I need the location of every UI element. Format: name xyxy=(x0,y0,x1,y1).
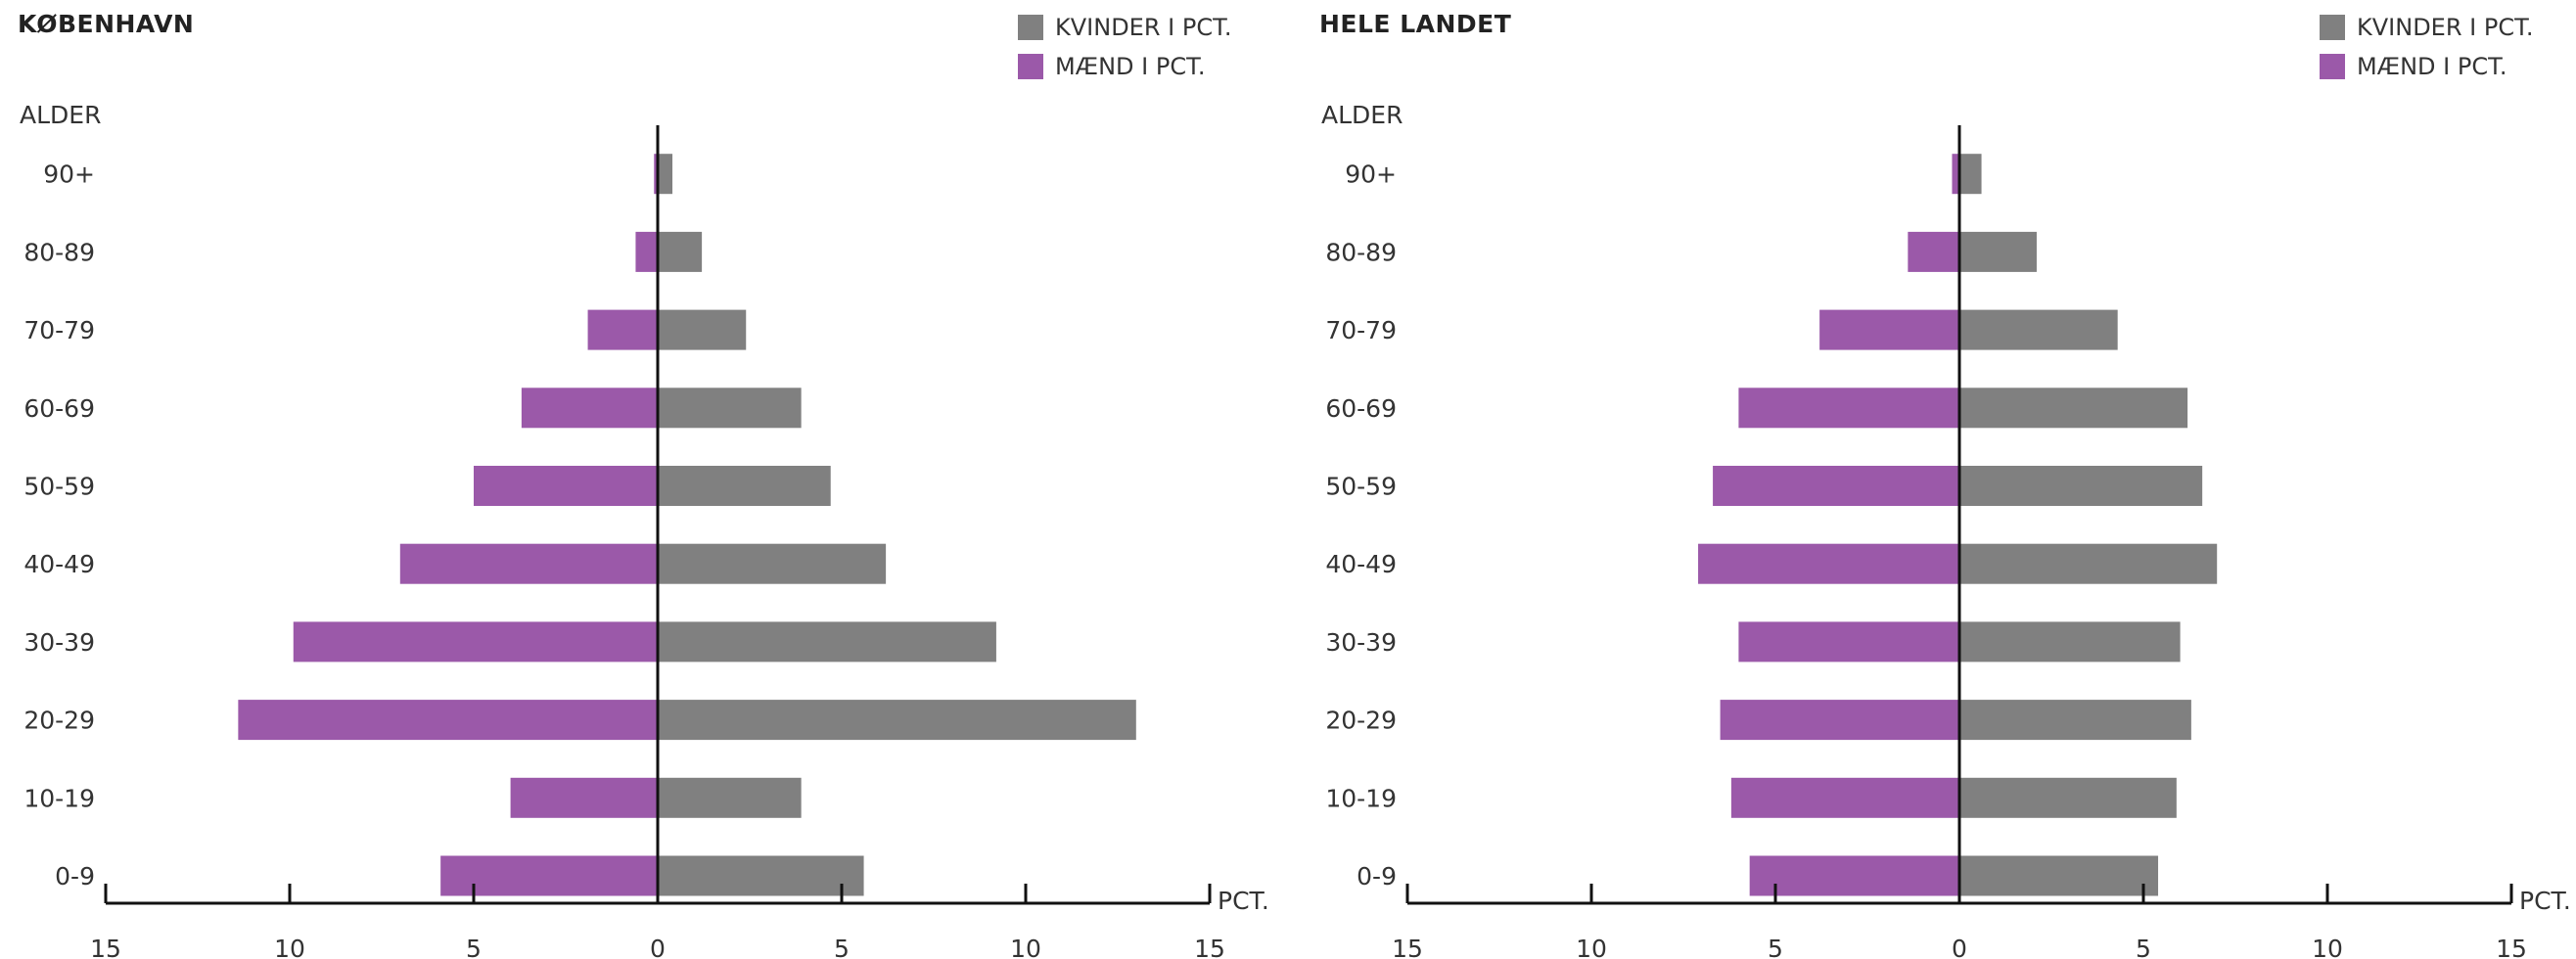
x-tick-label: 5 xyxy=(1768,935,1783,959)
x-tick-label: 15 xyxy=(1194,935,1225,959)
bar-women-90+ xyxy=(658,154,673,195)
x-tick-label: 5 xyxy=(2136,935,2151,959)
x-tick-label: 5 xyxy=(834,935,850,959)
bar-men-70-79 xyxy=(1819,309,1959,350)
legend-swatch-women xyxy=(1018,15,1043,40)
bar-women-30-39 xyxy=(658,621,996,662)
y-tick-label: 70-79 xyxy=(23,316,95,344)
bar-women-0-9 xyxy=(658,855,864,896)
x-tick-label: 0 xyxy=(650,935,666,959)
y-tick-label: 80-89 xyxy=(1325,238,1397,266)
y-tick-label: 60-69 xyxy=(1325,394,1397,423)
x-tick-label: 10 xyxy=(2312,935,2343,959)
x-axis-label: PCT. xyxy=(2519,887,2571,915)
bar-women-70-79 xyxy=(1959,309,2118,350)
bar-men-40-49 xyxy=(1698,543,1959,584)
bar-men-90+ xyxy=(654,154,658,195)
legend-label-women: KVINDER I PCT. xyxy=(1055,14,1232,41)
y-tick-label: 50-59 xyxy=(1325,473,1397,501)
bar-women-60-69 xyxy=(658,388,802,429)
y-tick-label: 30-39 xyxy=(1325,628,1397,657)
legend-label-men: MÆND I PCT. xyxy=(1055,53,1206,80)
legend-swatch-men xyxy=(1018,54,1043,79)
legend-item-women: KVINDER I PCT. xyxy=(2320,8,2534,47)
x-tick-label: 15 xyxy=(90,935,121,959)
bar-women-70-79 xyxy=(658,309,747,350)
bar-men-60-69 xyxy=(1738,388,1959,429)
y-axis-label: ALDER xyxy=(1321,101,1403,129)
bar-women-10-19 xyxy=(1959,777,2177,818)
bar-women-40-49 xyxy=(1959,543,2218,584)
legend-swatch-men xyxy=(2320,54,2345,79)
x-tick-label: 0 xyxy=(1952,935,1967,959)
bar-women-30-39 xyxy=(1959,621,2181,662)
legend: KVINDER I PCT. MÆND I PCT. xyxy=(1018,8,1232,86)
bar-men-10-19 xyxy=(510,777,658,818)
bar-men-10-19 xyxy=(1730,777,1959,818)
bar-men-60-69 xyxy=(521,388,658,429)
bar-men-80-89 xyxy=(635,231,658,272)
y-tick-label: 0-9 xyxy=(1357,862,1397,890)
chart-panel-hele-landet: HELE LANDET KVINDER I PCT. MÆND I PCT. A… xyxy=(1302,0,2576,959)
population-pyramid-plot: ALDER 0-9 10-19 20-29 30-39 40-49 50-59 60-69 70… xyxy=(1321,101,2571,959)
bar-women-80-89 xyxy=(1959,231,2037,272)
bar-men-20-29 xyxy=(238,700,659,741)
bar-women-20-29 xyxy=(1959,700,2191,741)
bar-women-60-69 xyxy=(1959,388,2188,429)
x-tick-label: 15 xyxy=(1392,935,1423,959)
y-tick-label: 40-49 xyxy=(1325,550,1397,578)
y-tick-label: 20-29 xyxy=(23,707,95,735)
y-tick-label: 50-59 xyxy=(23,473,95,501)
legend-swatch-women xyxy=(2320,15,2345,40)
y-tick-label: 70-79 xyxy=(1325,316,1397,344)
legend-item-men: MÆND I PCT. xyxy=(2320,47,2534,86)
chart-title: KØBENHAVN xyxy=(18,10,195,38)
bar-women-50-59 xyxy=(1959,466,2203,506)
bar-men-90+ xyxy=(1952,154,1959,195)
legend-label-women: KVINDER I PCT. xyxy=(2357,14,2534,41)
bar-men-0-9 xyxy=(440,855,658,896)
y-tick-label: 90+ xyxy=(1345,160,1397,189)
bar-men-20-29 xyxy=(1720,700,1959,741)
bar-men-70-79 xyxy=(587,309,658,350)
bar-men-30-39 xyxy=(293,621,658,662)
bar-men-50-59 xyxy=(474,466,658,506)
y-tick-label: 80-89 xyxy=(23,238,95,266)
x-tick-label: 15 xyxy=(2496,935,2527,959)
legend-item-men: MÆND I PCT. xyxy=(1018,47,1232,86)
y-tick-label: 40-49 xyxy=(23,550,95,578)
x-tick-label: 10 xyxy=(274,935,305,959)
bar-men-0-9 xyxy=(1749,855,1959,896)
y-tick-label: 10-19 xyxy=(1325,784,1397,812)
population-pyramid-plot: ALDER 0-9 10-19 20-29 30-39 40-49 50-59 60-69 70… xyxy=(20,101,1269,959)
bar-women-40-49 xyxy=(658,543,887,584)
legend-item-women: KVINDER I PCT. xyxy=(1018,8,1232,47)
legend: KVINDER I PCT. MÆND I PCT. xyxy=(2320,8,2534,86)
x-tick-label: 5 xyxy=(466,935,482,959)
y-tick-label: 90+ xyxy=(43,160,95,189)
bar-men-80-89 xyxy=(1908,231,1959,272)
bar-women-0-9 xyxy=(1959,855,2159,896)
bar-men-50-59 xyxy=(1713,466,1959,506)
y-tick-label: 30-39 xyxy=(23,628,95,657)
x-tick-label: 10 xyxy=(1010,935,1041,959)
legend-label-men: MÆND I PCT. xyxy=(2357,53,2507,80)
bar-women-10-19 xyxy=(658,777,802,818)
y-tick-label: 10-19 xyxy=(23,784,95,812)
y-tick-label: 0-9 xyxy=(55,862,95,890)
chart-title: HELE LANDET xyxy=(1319,10,1512,38)
chart-panel-kobenhavn: KØBENHAVN KVINDER I PCT. MÆND I PCT. ALD… xyxy=(18,8,1269,959)
x-tick-label: 10 xyxy=(1576,935,1607,959)
y-tick-label: 20-29 xyxy=(1325,707,1397,735)
bar-men-40-49 xyxy=(399,543,658,584)
bar-men-30-39 xyxy=(1738,621,1959,662)
y-axis-label: ALDER xyxy=(20,101,101,129)
y-tick-label: 60-69 xyxy=(23,394,95,423)
bar-women-90+ xyxy=(1959,154,1982,195)
bar-women-20-29 xyxy=(658,700,1136,741)
x-axis-label: PCT. xyxy=(1218,887,1269,915)
bar-women-50-59 xyxy=(658,466,831,506)
bar-women-80-89 xyxy=(658,231,703,272)
